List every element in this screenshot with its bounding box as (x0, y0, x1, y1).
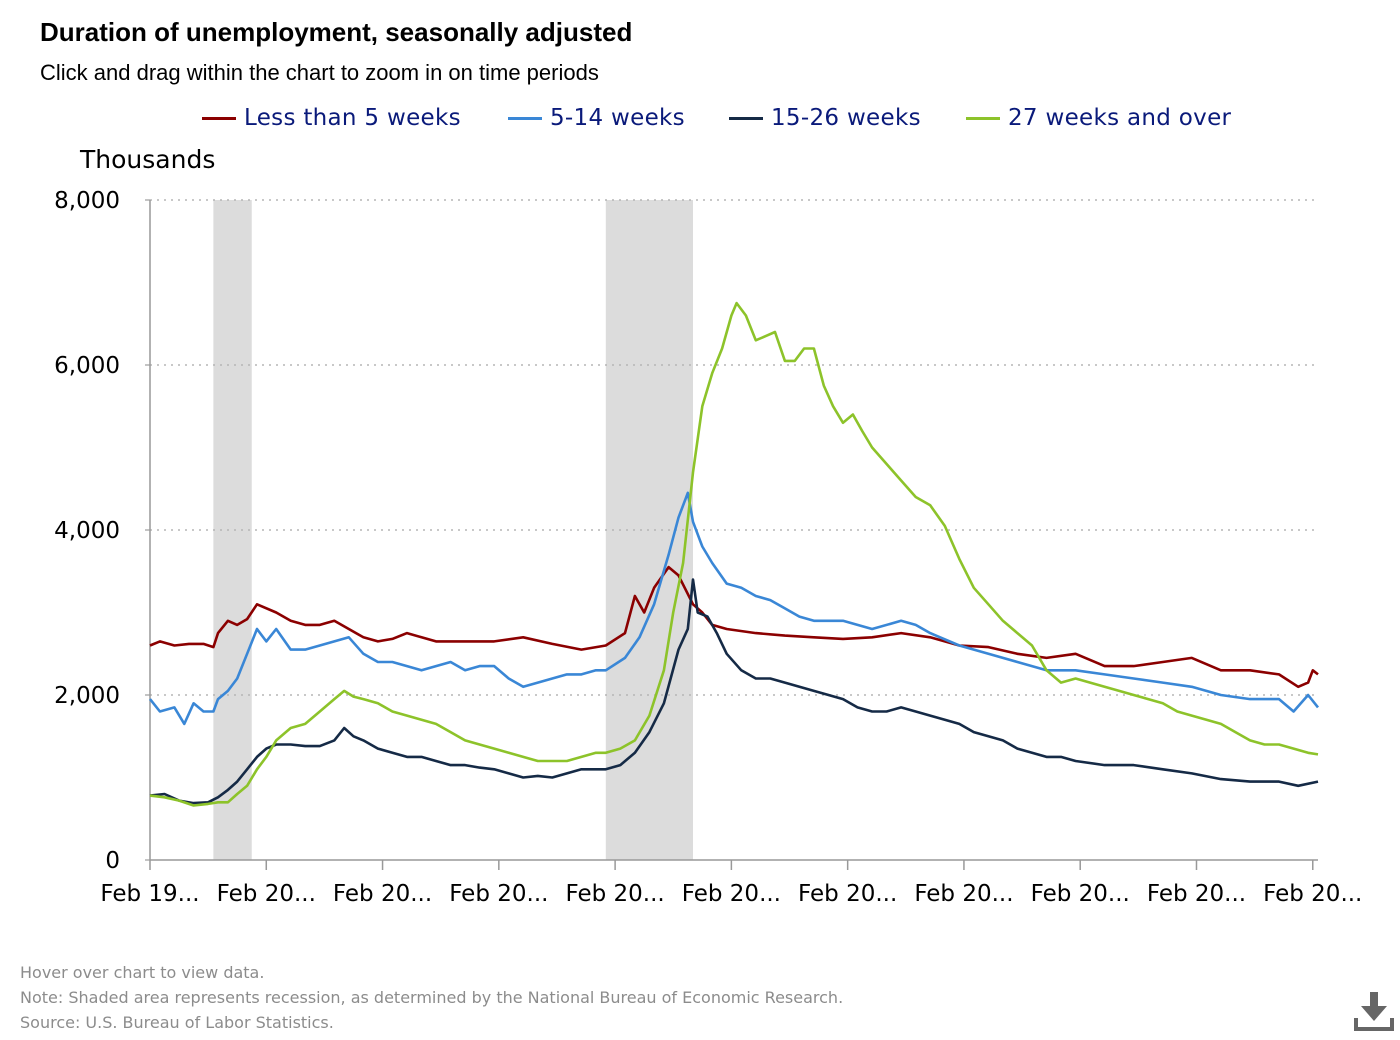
y-tick-label: 2,000 (54, 683, 120, 709)
legend-item-less-than-5-weeks[interactable]: Less than 5 weeks (202, 100, 461, 136)
gridlines-group (150, 199, 1318, 696)
chart-subtitle: Click and drag within the chart to zoom … (40, 60, 599, 85)
y-tick-label: 4,000 (54, 518, 120, 544)
recession-band (605, 200, 694, 860)
source-note: Source: U.S. Bureau of Labor Statistics. (20, 1013, 334, 1032)
legend-label: 5-14 weeks (550, 105, 685, 131)
series-line-less-than-5-weeks[interactable] (149, 565, 1319, 689)
legend-swatch-5-14-weeks (508, 116, 542, 120)
legend-item-27-weeks-and-over[interactable]: 27 weeks and over (966, 100, 1231, 136)
recession-note: Note: Shaded area represents recession, … (20, 988, 844, 1007)
axes-group: 0 2,000 4,000 6,000 8,000 Feb 19... Feb 20... F… (54, 188, 1362, 907)
legend-item-15-26-weeks[interactable]: 15-26 weeks (729, 100, 921, 136)
x-tick-label: Feb 20... (1263, 881, 1362, 907)
y-tick-label: 8,000 (54, 188, 120, 214)
legend-swatch-less-than-5-weeks (202, 116, 236, 120)
x-tick-label: Feb 20... (914, 881, 1013, 907)
hover-hint: Hover over chart to view data. (20, 963, 265, 982)
x-tick-label: Feb 20... (565, 881, 664, 907)
chart-title: Duration of unemployment, seasonally adj… (40, 17, 633, 47)
series-line-27-weeks-and-over[interactable] (149, 301, 1319, 807)
series-line-15-26-weeks[interactable] (149, 578, 1319, 805)
x-tick-label: Feb 20... (1147, 881, 1246, 907)
x-tick-label: Feb 20... (333, 881, 432, 907)
legend-swatch-15-26-weeks (729, 116, 763, 120)
chart-plot[interactable]: 0 2,000 4,000 6,000 8,000 Feb 19... Feb 20... F… (0, 140, 1400, 920)
legend-swatch-27-weeks-and-over (966, 116, 1000, 120)
legend-item-5-14-weeks[interactable]: 5-14 weeks (508, 100, 685, 136)
x-tick-label: Feb 19... (100, 881, 199, 907)
y-tick-label: 0 (105, 848, 120, 874)
legend-label: 15-26 weeks (771, 105, 921, 131)
y-tick-label: 6,000 (54, 353, 120, 379)
chart-legend: Less than 5 weeks 5-14 weeks 15-26 weeks… (0, 100, 1400, 136)
x-tick-label: Feb 20... (449, 881, 548, 907)
recession-shading-group (213, 200, 694, 860)
legend-label: 27 weeks and over (1008, 105, 1232, 131)
series-group (148, 301, 1320, 807)
series-line-5-14-weeks[interactable] (148, 491, 1320, 726)
recession-band (213, 200, 252, 860)
x-tick-label: Feb 20... (217, 881, 316, 907)
y-axis-label: Thousands (79, 145, 215, 174)
x-tick-label: Feb 20... (682, 881, 781, 907)
download-icon[interactable] (1352, 990, 1396, 1034)
x-tick-label: Feb 20... (798, 881, 897, 907)
x-tick-label: Feb 20... (1031, 881, 1130, 907)
legend-label: Less than 5 weeks (244, 105, 461, 131)
